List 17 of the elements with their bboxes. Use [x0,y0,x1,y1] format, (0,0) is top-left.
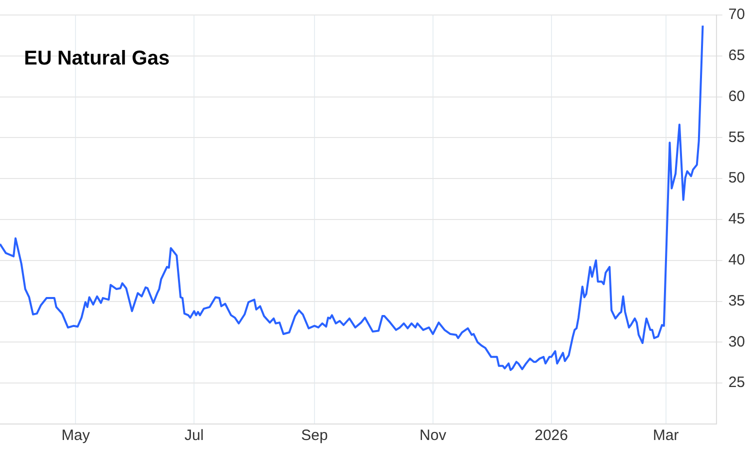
text: EU Natural Gas [24,48,170,70]
x-tick-label: Sep [301,427,328,444]
y-tick-label: 65 [728,47,746,64]
y-tick-label: 55 [728,128,746,146]
x-tick-label: May [62,427,90,444]
y-tick-label: 50 [728,170,746,187]
y-tick-label: 70 [728,6,746,24]
x-tick-label: Jul [184,427,204,444]
y-tick-label: 35 [728,292,746,310]
y-tick-label: 45 [728,210,746,228]
x-tick-label: Nov [420,427,447,444]
x-tick-label: 2026 [534,427,568,444]
y-tick-label: 30 [728,333,746,350]
y-tick-label: 60 [728,88,746,105]
x-tick-label: Mar [652,427,679,444]
y-tick-label: 40 [728,252,746,269]
y-tick-label: 25 [728,374,746,392]
